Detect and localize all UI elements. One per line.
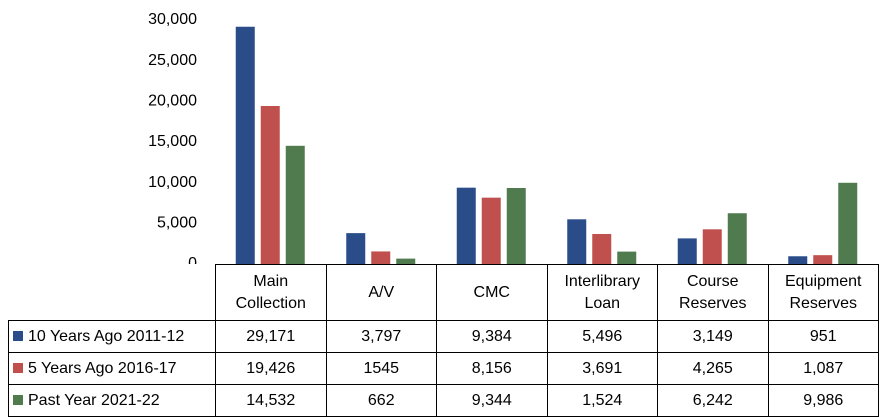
value-label: 5,496 [546, 320, 658, 353]
bar [506, 188, 526, 264]
category-label: A/V [325, 264, 437, 321]
bar [456, 187, 476, 264]
category-label: Interlibrary Loan [546, 264, 658, 321]
legend-swatch [13, 394, 23, 405]
value-label: 1545 [325, 352, 437, 385]
y-tick-label: 0 [188, 255, 197, 264]
y-tick-label: 10,000 [148, 174, 197, 191]
y-tick-label: 5,000 [157, 215, 197, 232]
y-tick-label: 20,000 [148, 93, 197, 110]
category-label: Main Collection [215, 264, 327, 321]
value-label: 9,986 [767, 384, 879, 417]
corner [8, 264, 216, 321]
value-label: 19,426 [215, 352, 327, 385]
series-row: 5 Years Ago 2016-17 19,426 1545 8,156 3,691 4… [8, 352, 879, 385]
value-label: 951 [767, 320, 879, 353]
bar [481, 197, 501, 264]
bar [788, 256, 808, 264]
legend-cell: 10 Years Ago 2011-12 [8, 320, 216, 353]
header-row: Main Collection A/V CMC Interlibrary Loan Co… [8, 264, 879, 321]
legend-label: 5 Years Ago 2016-17 [28, 359, 177, 377]
category-label: CMC [436, 264, 548, 321]
y-tick-label: 25,000 [148, 52, 197, 69]
bar [838, 182, 858, 264]
value-label: 8,156 [436, 352, 548, 385]
value-label: 9,384 [436, 320, 548, 353]
value-label: 29,171 [215, 320, 327, 353]
legend-cell: Past Year 2021-22 [8, 384, 216, 417]
bar [592, 233, 612, 264]
series-row: Past Year 2021-22 14,532 662 9,344 1,524 6,24… [8, 384, 879, 417]
bar [285, 145, 305, 264]
y-tick-label: 15,000 [148, 133, 197, 150]
bar [813, 255, 833, 264]
bar [677, 238, 697, 264]
legend-swatch [13, 362, 23, 373]
value-label: 3,691 [546, 352, 658, 385]
value-label: 6,242 [657, 384, 769, 417]
value-label: 1,087 [767, 352, 879, 385]
bar [260, 106, 280, 264]
data-table: Main Collection A/V CMC Interlibrary Loan Co… [8, 264, 879, 417]
value-label: 14,532 [215, 384, 327, 417]
chart: 0 5,000 10,000 15,000 20,000 25,000 30,000 [148, 11, 858, 264]
category-label: Course Reserves [657, 264, 769, 321]
bar [371, 251, 391, 264]
value-label: 662 [325, 384, 437, 417]
value-label: 1,524 [546, 384, 658, 417]
bar [727, 213, 747, 264]
bar [567, 219, 587, 264]
category-label: Equipment Reserves [767, 264, 879, 321]
bar [617, 251, 637, 264]
legend-label: Past Year 2021-22 [28, 391, 160, 409]
bar [235, 26, 255, 264]
series-row: 10 Years Ago 2011-12 29,171 3,797 9,384 5,49… [8, 320, 879, 353]
y-tick-label: 30,000 [148, 11, 197, 28]
value-label: 3,797 [325, 320, 437, 353]
bar [346, 233, 366, 264]
value-label: 4,265 [657, 352, 769, 385]
bar [396, 258, 416, 264]
legend-swatch [13, 330, 23, 341]
value-label: 9,344 [436, 384, 548, 417]
value-label: 3,149 [657, 320, 769, 353]
legend-cell: 5 Years Ago 2016-17 [8, 352, 216, 385]
legend-label: 10 Years Ago 2011-12 [28, 327, 185, 345]
bar [702, 229, 722, 264]
